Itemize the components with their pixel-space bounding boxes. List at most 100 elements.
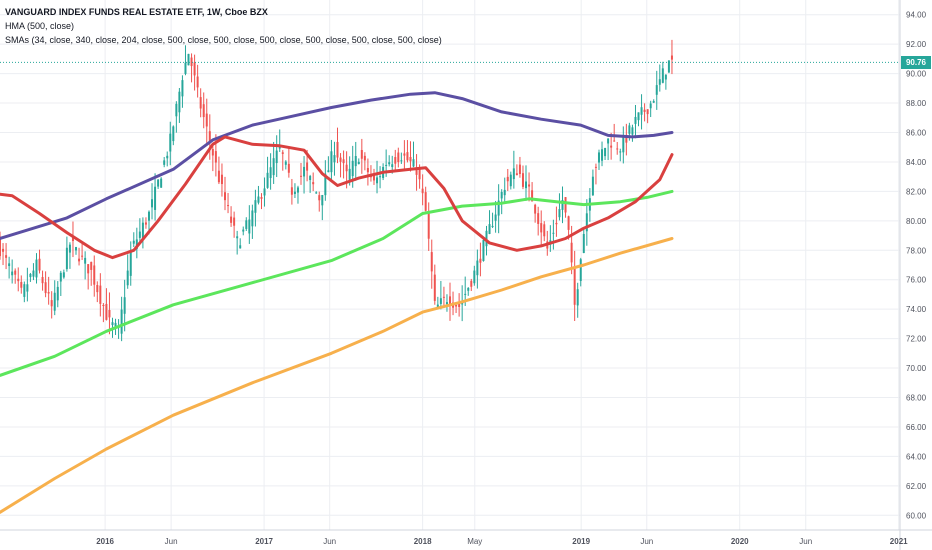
candle-body: [184, 62, 187, 74]
candle-body: [151, 199, 154, 208]
candle-body: [594, 166, 597, 168]
ma-line-0: [0, 91, 674, 240]
candle-body: [601, 149, 604, 161]
candle-body: [147, 211, 150, 221]
candle-body: [619, 151, 622, 153]
price-tick-label: 76.00: [906, 276, 927, 285]
candle-body: [41, 277, 44, 284]
candle-body: [224, 192, 226, 201]
price-axis[interactable]: 60.00 62.00 64.00 66.00 68.00 70.00 72.00 74.00…: [906, 11, 927, 521]
candle-body: [336, 141, 339, 158]
candle-body: [251, 210, 254, 227]
candle-body: [68, 244, 71, 253]
price-tick-label: 90.00: [906, 70, 927, 79]
candle-body: [436, 304, 439, 309]
candle-body: [96, 285, 99, 293]
candle-body: [394, 157, 397, 164]
price-tick-label: 94.00: [906, 11, 927, 20]
time-tick-label: 2020: [731, 537, 749, 546]
candle-body: [272, 158, 275, 176]
candle-body: [53, 292, 56, 311]
candle-body: [607, 138, 610, 144]
candle-body: [160, 178, 163, 188]
candle-body: [65, 247, 68, 270]
candle-body: [555, 222, 558, 225]
time-tick-label: 2018: [414, 537, 432, 546]
candle-body: [32, 270, 35, 277]
candle-body: [345, 164, 348, 172]
candle-body: [321, 194, 324, 206]
price-tick-label: 88.00: [906, 99, 927, 108]
candle-body: [458, 302, 461, 308]
candle-body: [312, 182, 315, 185]
candle-body: [62, 272, 65, 278]
candle-body: [287, 163, 290, 173]
candle-body: [129, 250, 132, 276]
candle-body: [281, 152, 284, 154]
last-price-label: 90.76: [901, 55, 931, 69]
candle-body: [50, 300, 53, 307]
candle-body: [114, 322, 117, 328]
candle-body: [366, 168, 369, 173]
candle-body: [385, 164, 388, 166]
candle-body: [400, 160, 403, 162]
sma-legend[interactable]: SMAs (34, close, 340, close, 204, close,…: [5, 35, 442, 45]
chart-legend: VANGUARD INDEX FUNDS REAL ESTATE ETF, 1W…: [5, 5, 442, 47]
symbol-title[interactable]: VANGUARD INDEX FUNDS REAL ESTATE ETF, 1W…: [5, 7, 268, 17]
price-tick-label: 62.00: [906, 482, 927, 491]
candle-body: [315, 192, 318, 194]
candle-body: [570, 242, 573, 263]
candle-body: [643, 109, 646, 112]
candle-body: [132, 240, 135, 244]
candle-body: [26, 284, 29, 292]
candle-body: [661, 68, 664, 83]
candle-body: [17, 278, 20, 282]
candle-body: [257, 196, 260, 203]
candle-body: [479, 258, 482, 263]
candle-body: [111, 322, 114, 326]
candle-body: [455, 304, 458, 307]
candle-body: [354, 156, 357, 167]
time-axis[interactable]: 2016 Jun 2017 Jun 2018 May 2019 Jun 2020 Jun 2021: [96, 537, 908, 546]
candle-body: [324, 173, 327, 196]
candle-body: [172, 126, 175, 142]
candle-body: [552, 232, 555, 234]
candle-body: [613, 140, 616, 142]
candle-body: [494, 214, 497, 221]
candle-body: [597, 152, 600, 163]
candle-body: [248, 219, 251, 234]
candle-body: [634, 116, 637, 124]
candle-body: [491, 225, 494, 227]
candle-body: [655, 85, 658, 95]
candle-body: [193, 62, 196, 76]
candle-body: [300, 175, 303, 177]
candle-body: [503, 189, 506, 196]
price-tick-label: 74.00: [906, 305, 927, 314]
candle-body: [236, 236, 239, 239]
candle-body: [357, 161, 360, 165]
hma-legend[interactable]: HMA (500, close): [5, 21, 75, 31]
candle-body: [227, 205, 230, 207]
candle-body: [5, 255, 8, 258]
candle-body: [540, 223, 543, 233]
candle-body: [211, 149, 214, 156]
candle-body: [582, 233, 585, 253]
candle-body: [625, 135, 628, 143]
moving-average-lines: [0, 91, 674, 514]
candle-body: [263, 188, 266, 196]
candle-body: [99, 285, 102, 304]
candle-body: [622, 135, 625, 153]
candle-body: [445, 302, 448, 305]
candle-body: [573, 267, 576, 305]
candle-body: [0, 236, 1, 257]
candle-body: [363, 155, 366, 161]
candle-body: [631, 127, 634, 135]
candle-body: [616, 148, 619, 150]
candle-body: [144, 222, 147, 225]
candle-body: [576, 289, 579, 306]
candle-body: [360, 149, 363, 159]
candle-body: [470, 280, 473, 287]
time-tick-label: Jun: [799, 537, 812, 546]
price-tick-label: 86.00: [906, 129, 927, 138]
